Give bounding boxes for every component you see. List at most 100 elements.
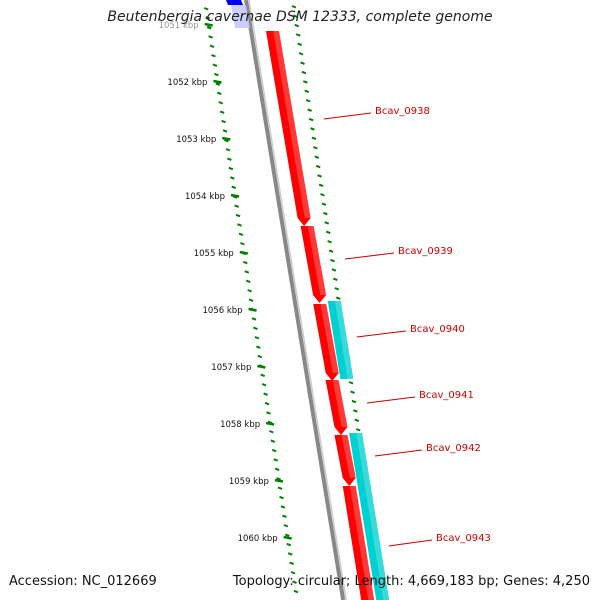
ruler-tick	[332, 277, 338, 282]
ruler-tick	[300, 61, 305, 65]
ruler-label: 1059 kbp	[229, 477, 269, 487]
ruler-tick	[304, 89, 310, 94]
ruler-tick	[231, 185, 237, 190]
ruler-tick	[331, 268, 337, 272]
backbone-highlight	[248, 0, 347, 600]
ruler-label: 1052 kbp	[167, 78, 207, 88]
ruler-label: 1056 kbp	[203, 306, 243, 316]
ruler-tick	[225, 148, 231, 152]
ruler-tick	[350, 390, 355, 394]
ruler-tick	[205, 16, 211, 21]
ruler-tick	[355, 428, 361, 432]
ruler-tick	[276, 477, 281, 481]
ruler-tick	[312, 146, 318, 150]
ruler-tick	[301, 70, 307, 75]
ruler-tick	[284, 533, 290, 537]
top-feature-faint	[231, 5, 250, 28]
gene-highlight	[356, 433, 371, 486]
ruler-tick	[310, 127, 315, 131]
ruler-tick	[248, 298, 254, 302]
ruler-tick	[289, 561, 294, 566]
ruler-label: 1055 kbp	[194, 249, 234, 259]
forward-gene-arrow	[300, 226, 327, 303]
ruler-tick	[206, 25, 212, 30]
ruler-tick	[348, 381, 354, 385]
ruler-tick	[261, 383, 267, 387]
ruler-label: 1054 kbp	[185, 192, 225, 202]
ruler-major-tick	[213, 79, 222, 84]
forward-gene-arrow	[325, 380, 348, 435]
ruler-tick	[282, 514, 287, 519]
ruler-tick	[330, 258, 335, 263]
gene-label: Bcav_0938	[375, 106, 430, 117]
ruler-tick	[324, 221, 330, 225]
reverse-gene-arrow	[327, 301, 354, 379]
ruler-tick	[279, 495, 284, 500]
gene-leader-line	[374, 449, 423, 457]
ruler-tick	[254, 336, 260, 340]
ruler-tick	[219, 110, 225, 114]
ruler-tick	[292, 580, 297, 584]
ruler-tick	[242, 260, 248, 265]
ruler-tick	[269, 430, 274, 434]
ruler-tick	[203, 7, 209, 11]
gene-highlight	[332, 380, 348, 427]
ruler-tick	[292, 14, 298, 18]
ruler-tick	[287, 552, 293, 556]
ruler-major-tick	[274, 478, 284, 483]
genome-backbone	[244, 0, 347, 600]
gene-label: Bcav_0943	[436, 533, 491, 544]
gene-highlight	[273, 31, 311, 218]
ruler-tick	[218, 101, 224, 105]
ruler-tick	[351, 399, 357, 404]
ruler-tick	[297, 42, 302, 47]
ruler-tick	[251, 317, 257, 321]
gene-highlight	[364, 485, 390, 600]
ruler-tick	[325, 230, 331, 235]
gene-features	[226, 0, 390, 600]
ruler-tick	[321, 202, 327, 206]
ruler-label: 1053 kbp	[176, 135, 216, 145]
gene-leader-line	[366, 396, 416, 404]
ruler-tick	[291, 5, 297, 9]
ruler-tick	[280, 505, 286, 509]
forward-gene-arrow	[313, 304, 339, 381]
ruler-tick	[257, 354, 263, 359]
ruler-tick	[322, 211, 328, 216]
ruler-label: 1058 kbp	[220, 420, 260, 430]
ruler-major-tick	[265, 421, 275, 426]
ruler-tick	[238, 232, 244, 237]
gene-highlight	[349, 486, 375, 600]
ruler-tick	[234, 204, 239, 208]
genome-title: Beutenbergia cavernae DSM 12333, complet…	[107, 9, 493, 25]
ruler-tick	[283, 524, 289, 528]
gene-label: Bcav_0939	[398, 246, 453, 257]
ruler-major-tick	[283, 535, 292, 540]
gene-highlight	[307, 226, 327, 295]
gene-leader-line	[388, 539, 433, 547]
gene-leader-line	[323, 112, 372, 120]
ruler-tick	[314, 155, 320, 159]
reverse-gene-arrow	[357, 485, 390, 600]
ruler-tick	[286, 542, 292, 547]
ruler-tick	[328, 249, 334, 253]
ruler-tick	[212, 63, 218, 67]
gene-highlight	[341, 435, 356, 478]
ruler-tick	[354, 418, 360, 423]
ruler-tick	[327, 240, 332, 244]
ruler-tick	[215, 81, 221, 86]
ruler-tick	[235, 213, 241, 218]
ruler-tick	[334, 287, 340, 291]
gene-label: Bcav_0942	[426, 443, 481, 454]
ruler-tick	[214, 72, 219, 77]
ruler-major-tick	[239, 250, 249, 255]
ruler-label: 1057 kbp	[211, 363, 251, 373]
accession-label: Accession: NC_012669	[9, 574, 157, 589]
ruler-labels: 1051 kbp 1052 kbp 1053 kbp 1054 kbp 1055 kbp…	[159, 21, 292, 544]
ruler-tick	[264, 401, 270, 406]
backbone-line	[244, 0, 346, 600]
ruler-label: 1060 kbp	[238, 534, 278, 544]
ruler-tick	[295, 33, 301, 37]
forward-gene-arrow	[266, 31, 311, 226]
